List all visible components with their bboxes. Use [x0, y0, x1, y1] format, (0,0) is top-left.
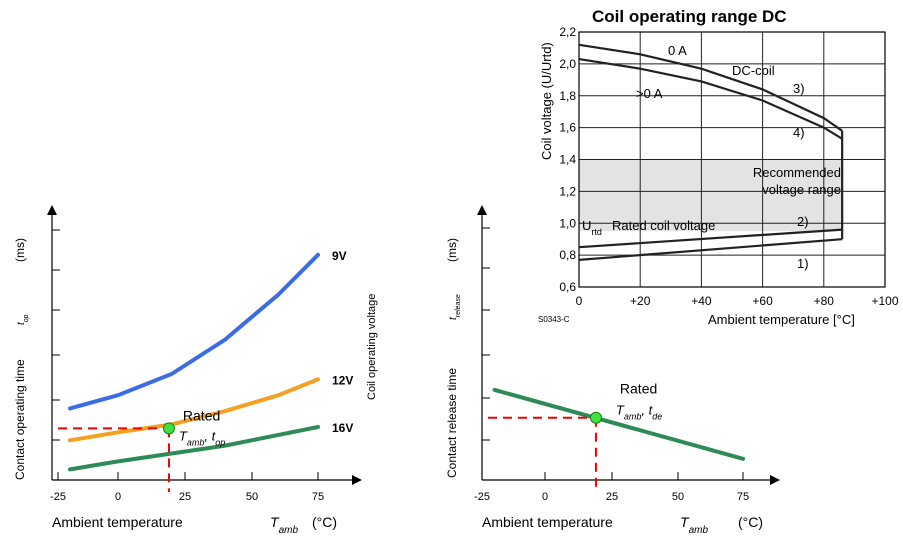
dc-coil-label: DC-coil [732, 63, 775, 78]
y-axis-symbol: top [16, 314, 30, 325]
figure-code: S0343-C [538, 315, 570, 324]
y-tick-label: 0,8 [559, 248, 576, 262]
x-tick-label: +80 [814, 294, 835, 308]
curve-label-gt0a: >0 A [636, 86, 663, 101]
y-axis-unit: (ms) [445, 238, 459, 262]
series-line [578, 58, 843, 140]
band-label-2: voltage range [762, 182, 841, 197]
y-axis-arrow [477, 205, 487, 215]
right-axis-title: Coil operating voltage [366, 294, 378, 400]
y-axis-arrow [47, 205, 57, 215]
x-tick-label: 25 [179, 491, 191, 503]
rated-label: Rated [620, 381, 657, 397]
y-axis-symbol: trelease [448, 294, 462, 320]
y-axis-unit: (ms) [13, 238, 27, 262]
x-tick-label: -25 [474, 491, 490, 503]
x-axis-unit: (°C) [312, 514, 337, 530]
rated-label: Rated [183, 407, 220, 423]
x-tick-label: -25 [50, 491, 66, 503]
y-axis-title: Coil voltage (U/Urtd) [539, 42, 554, 160]
rated-marker [162, 422, 175, 435]
series-line [578, 43, 843, 132]
y-tick-label: 0,6 [559, 280, 576, 294]
series-line [578, 238, 843, 261]
y-tick-label: 1,4 [559, 153, 576, 167]
y-tick-label: 1,8 [559, 89, 576, 103]
x-tick-label: +20 [630, 294, 651, 308]
series-label: 9V [332, 249, 347, 263]
x-axis-title: Ambient temperature [52, 514, 183, 530]
x-tick-label: 50 [672, 491, 684, 503]
x-tick-label: 50 [246, 491, 258, 503]
x-tick-label: 75 [737, 491, 749, 503]
x-axis-arrow [352, 475, 362, 485]
note-3: 3) [793, 81, 805, 96]
rated-sublabel: Tamb, top [179, 428, 225, 447]
series-line [68, 425, 320, 472]
x-axis-arrow [770, 475, 780, 485]
x-tick-label: 0 [115, 491, 121, 503]
y-tick-label: 1,2 [559, 184, 576, 198]
series-label: 12V [332, 373, 353, 387]
y-axis-title: Contact release time [445, 368, 459, 478]
y-tick-label: 2,0 [559, 57, 576, 71]
rated-sublabel: Tamb, tde [616, 403, 662, 422]
urtd-label: Urtd [582, 218, 602, 237]
x-tick-label: 25 [606, 491, 618, 503]
x-tick-label: +40 [691, 294, 712, 308]
chart-title: Coil operating range DC [592, 7, 787, 26]
recommended-band [579, 159, 843, 232]
x-axis-symbol: Tamb [680, 514, 708, 536]
x-axis-unit: (°C) [738, 514, 763, 530]
note-1: 1) [797, 256, 809, 271]
curve-label-0a: 0 A [668, 43, 687, 58]
series-label: 16V [332, 421, 353, 435]
band-label-1: Recommended [753, 165, 841, 180]
x-tick-label: +100 [871, 294, 898, 308]
series-line [68, 252, 320, 411]
x-tick-label: 0 [576, 294, 583, 308]
rated-marker [589, 411, 602, 424]
x-tick-label: 75 [312, 491, 324, 503]
note-2: 2) [797, 214, 809, 229]
series-line [492, 387, 745, 461]
x-tick-label: +60 [752, 294, 773, 308]
note-4: 4) [793, 125, 805, 140]
x-axis-title: Ambient temperature [482, 514, 613, 530]
y-tick-label: 2,2 [559, 25, 576, 39]
plot-frame [578, 31, 886, 288]
series-line [68, 377, 320, 443]
x-axis-symbol: Tamb [270, 514, 298, 536]
x-tick-label: 0 [542, 491, 548, 503]
y-axis-title: Contact operating time [13, 359, 27, 480]
rated-coil-voltage-label: Rated coil voltage [612, 218, 715, 233]
y-tick-label: 1,0 [559, 216, 576, 230]
series-line [578, 228, 843, 249]
x-axis-title: Ambient temperature [°C] [708, 312, 855, 327]
y-tick-label: 1,6 [559, 121, 576, 135]
